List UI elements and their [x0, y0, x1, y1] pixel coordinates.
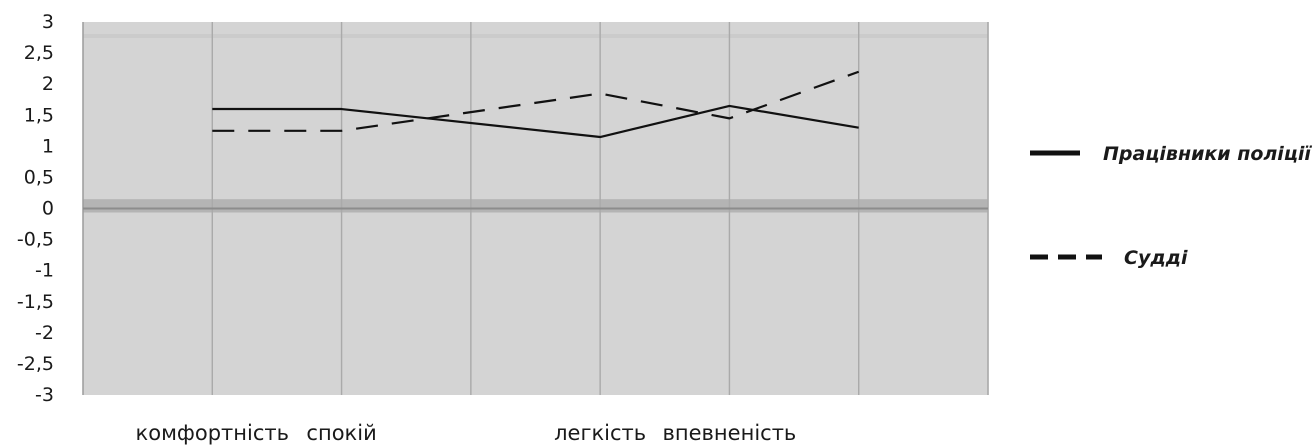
- series-line-2: [212, 70, 860, 132]
- axes: 3 2,5 2 1,5 1 0,5 0 -0,5 -1 -1,5 -2 -2,5 -3 комфортні…: [17, 11, 988, 445]
- series-line-1: [212, 104, 859, 139]
- plot-top-band: [83, 34, 988, 38]
- y-tick-label: 2: [42, 73, 54, 95]
- x-tick-label: спокій: [306, 421, 376, 445]
- series-lines: [212, 70, 860, 139]
- y-tick-label: 3: [42, 11, 54, 33]
- x-tick-label: легкість: [554, 421, 646, 445]
- legend-label-1: Працівники поліції: [1103, 143, 1312, 165]
- zero-band: [83, 199, 988, 213]
- y-tick-label: 1: [42, 135, 54, 157]
- y-tick-label: -1,5: [17, 291, 54, 313]
- legend: Працівники поліції Судді: [1030, 143, 1312, 269]
- y-tick-label: -2: [35, 322, 54, 344]
- y-tick-label: -0,5: [17, 229, 54, 251]
- x-tick-label: впевненість: [663, 421, 797, 445]
- y-tick-label: 2,5: [24, 42, 54, 64]
- y-tick-label: -2,5: [17, 353, 54, 375]
- y-tick-label: -3: [35, 384, 54, 406]
- y-tick-label: 0,5: [24, 166, 54, 188]
- y-tick-label: -1: [35, 260, 54, 282]
- legend-label-2: Судді: [1124, 247, 1188, 269]
- y-tick-label: 0: [42, 198, 54, 220]
- y-tick-label: 1,5: [24, 104, 54, 126]
- x-tick-label: комфортність: [136, 421, 289, 445]
